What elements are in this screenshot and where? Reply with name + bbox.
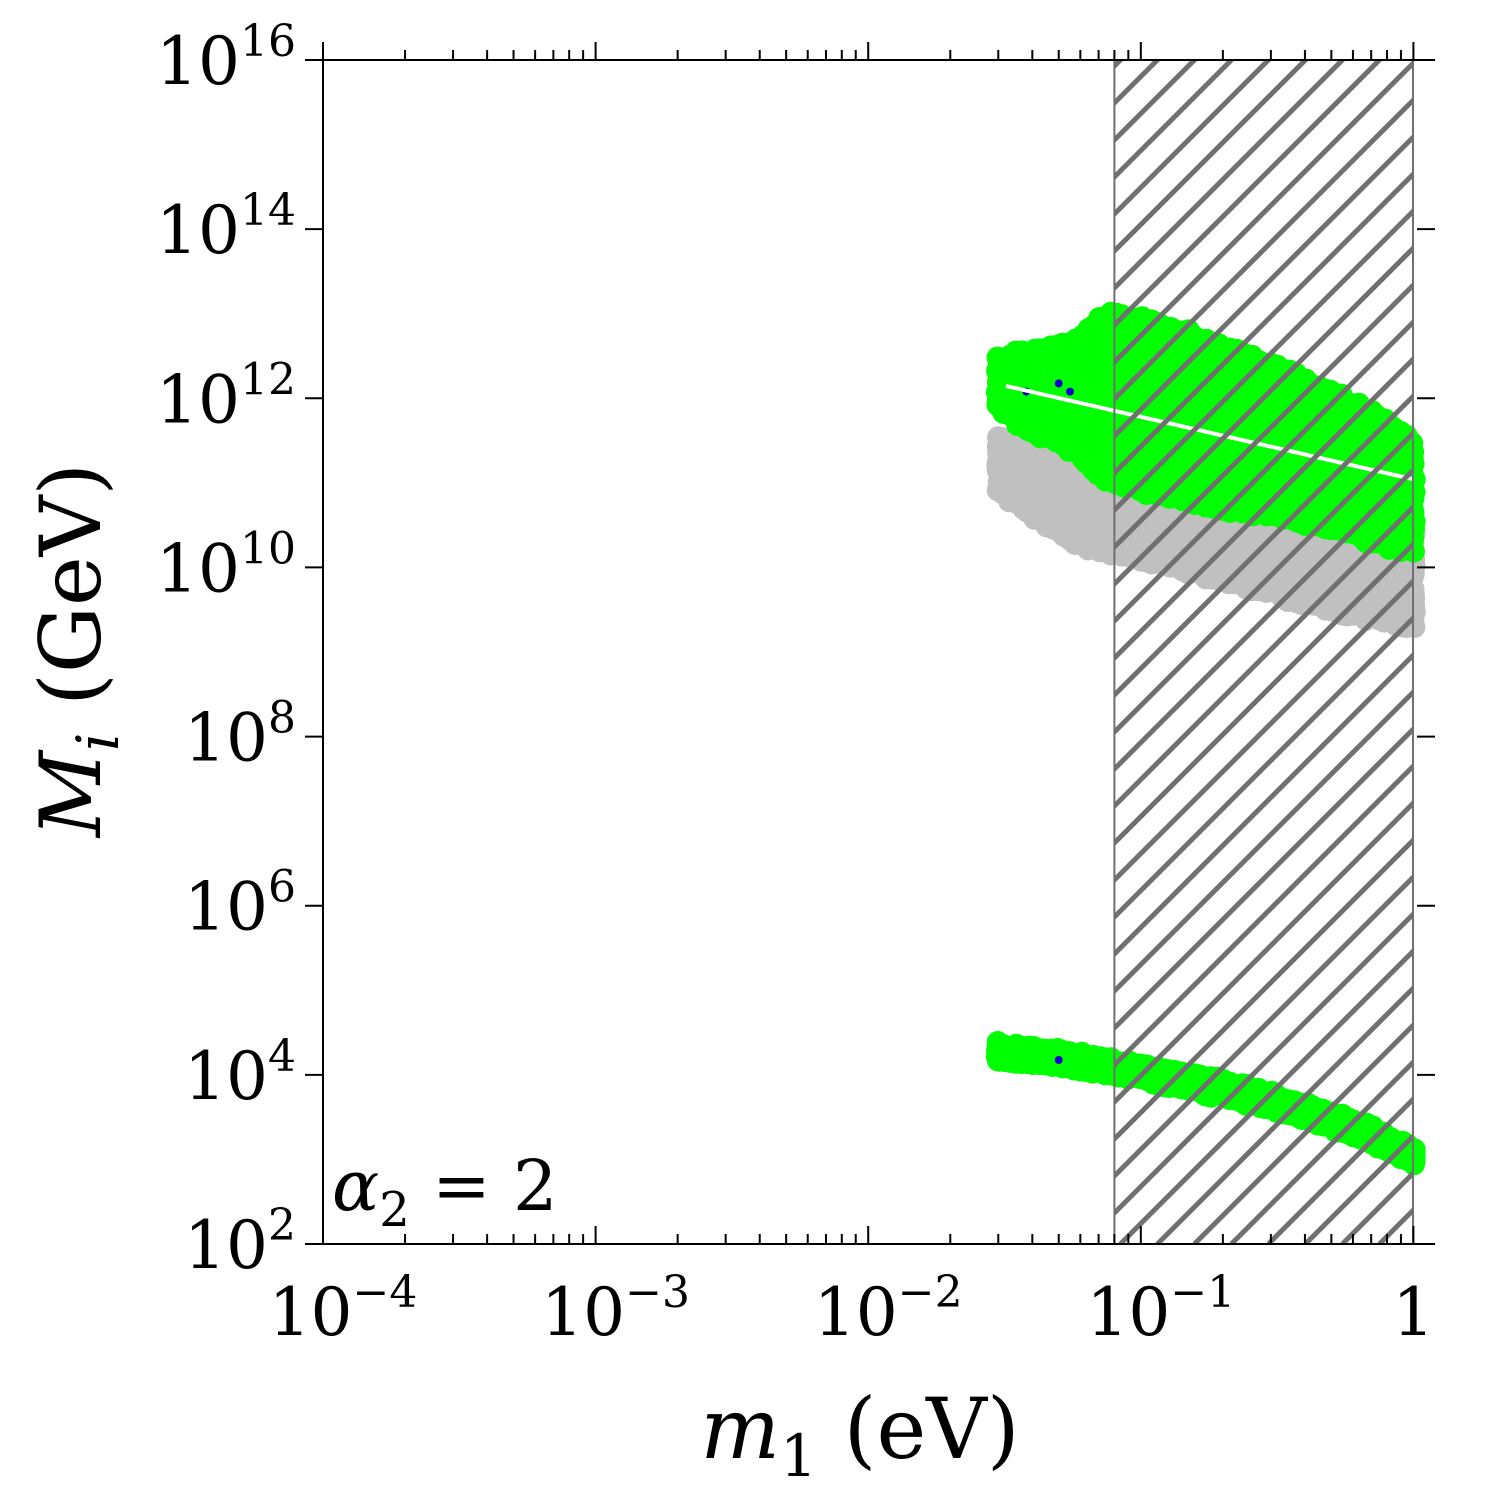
hatch-line <box>1114 60 1198 144</box>
hatch-line <box>0 0 1040 1244</box>
hatch-line <box>1114 799 1414 1106</box>
hatch-line <box>1114 96 1414 403</box>
series-3 <box>1022 379 1074 1064</box>
y-tick-label: 1016 <box>156 16 296 100</box>
hatch-line <box>1114 318 1414 625</box>
hatch-line <box>1114 60 1309 255</box>
hatch-line <box>1114 60 1414 366</box>
hatch-line <box>1114 910 1414 1217</box>
data-point <box>1054 379 1063 388</box>
y-tick-label: 104 <box>184 1031 296 1115</box>
y-tick-label: 108 <box>184 693 296 777</box>
hatch-line <box>0 0 892 1244</box>
hatch-line <box>0 0 818 1244</box>
y-axis-title: Mi (GeV) <box>22 463 132 839</box>
x-axis-title: m1 (eV) <box>700 1380 1019 1490</box>
hatch-line <box>1490 0 1500 1244</box>
hatch-line <box>1114 503 1414 810</box>
hatch-line <box>1114 60 1235 181</box>
hatch-line <box>0 0 966 1244</box>
hatch-line <box>1114 60 1161 107</box>
hatch-line <box>1114 133 1414 440</box>
hatch-line <box>1114 725 1414 1032</box>
hatch-line <box>1114 762 1414 1069</box>
hatch-line <box>0 0 1151 1244</box>
data-point <box>1066 387 1074 396</box>
hatch-line <box>1114 429 1414 736</box>
hatch-line <box>0 0 1003 1244</box>
hatch-line <box>0 0 1114 1244</box>
axis-ticks <box>305 42 1435 1245</box>
y-tick-label: 102 <box>184 1200 296 1284</box>
hatch-line <box>1114 60 1346 292</box>
hatch-line <box>1114 244 1414 551</box>
alpha-annotation: α2 = 2 <box>332 1145 558 1238</box>
y-tick-label: 1012 <box>156 354 296 438</box>
x-tick-label: 10−1 <box>1086 1267 1235 1351</box>
plot-frame <box>322 59 1435 1245</box>
hatch-lines <box>0 0 1500 1244</box>
hatch-line <box>0 0 855 1244</box>
x-tick-label: 10−3 <box>541 1267 690 1351</box>
hatch-line <box>1114 355 1414 662</box>
axis-labels: 10−4 10−3 10−2 10−1 1 102 104 106 108 1010 1012 101… <box>22 16 1434 1490</box>
x-tick-label: 1 <box>1392 1274 1434 1351</box>
y-tick-label: 106 <box>184 862 296 946</box>
x-tick-label: 10−4 <box>269 1267 418 1351</box>
hatch-line <box>1114 466 1414 773</box>
y-tick-label: 1014 <box>156 185 296 269</box>
hatch-line <box>0 0 929 1244</box>
hatch-line <box>1155 984 1414 1244</box>
hatch-line <box>1114 873 1414 1180</box>
hatch-line <box>1114 392 1414 699</box>
hatch-line <box>1416 0 1500 1244</box>
hatch-line <box>0 0 1077 1244</box>
hatch-line <box>1114 60 1272 218</box>
hatch-line <box>1114 836 1414 1143</box>
x-tick-label: 10−2 <box>814 1267 963 1351</box>
hatch-line <box>1114 281 1414 588</box>
data-point <box>1054 1056 1063 1064</box>
hatch-line <box>1453 0 1500 1244</box>
y-tick-label: 1010 <box>156 523 296 607</box>
hatch-line <box>1114 60 1383 329</box>
hatch-line <box>1118 947 1414 1244</box>
